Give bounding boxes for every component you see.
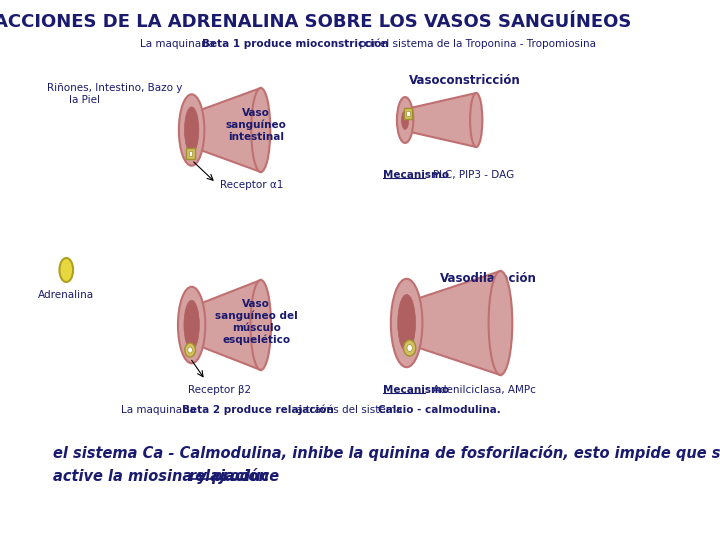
Text: Vasoconstricción: Vasoconstricción <box>409 73 521 86</box>
Bar <box>406 111 410 116</box>
Text: Adrenalina: Adrenalina <box>38 290 94 300</box>
Ellipse shape <box>251 88 270 172</box>
Ellipse shape <box>397 294 415 352</box>
Text: Beta 1 produce mioconstricción: Beta 1 produce mioconstricción <box>202 39 388 49</box>
Text: relajación: relajación <box>189 468 269 484</box>
Ellipse shape <box>178 287 205 363</box>
Polygon shape <box>192 280 261 370</box>
Polygon shape <box>192 88 261 172</box>
Text: a través del sistema: a través del sistema <box>292 405 405 415</box>
Ellipse shape <box>470 93 482 147</box>
Circle shape <box>185 343 195 357</box>
Ellipse shape <box>397 97 413 143</box>
Ellipse shape <box>402 111 409 130</box>
Text: por el sistema de la Troponina - Tropomiosina: por el sistema de la Troponina - Tropomi… <box>356 39 595 49</box>
Text: Vaso
sanguíneo del
músculo
esquelético: Vaso sanguíneo del músculo esquelético <box>215 299 297 345</box>
Text: Receptor α1: Receptor α1 <box>220 180 284 190</box>
Text: la Piel: la Piel <box>68 95 99 105</box>
Text: Calcio - calmodulina.: Calcio - calmodulina. <box>378 405 500 415</box>
Ellipse shape <box>251 280 271 370</box>
Text: : PLC, PIP3 - DAG: : PLC, PIP3 - DAG <box>426 170 515 180</box>
Text: Vaso
sanguíneo
intestinal: Vaso sanguíneo intestinal <box>226 108 287 142</box>
Ellipse shape <box>184 300 199 350</box>
Text: el sistema Ca - Calmodulina, inhibe la quinina de fosforilación, esto impide que: el sistema Ca - Calmodulina, inhibe la q… <box>53 445 720 461</box>
Ellipse shape <box>489 271 513 375</box>
Text: Vasodilatación: Vasodilatación <box>439 272 536 285</box>
Ellipse shape <box>184 107 199 153</box>
Circle shape <box>188 347 192 353</box>
Bar <box>189 151 192 156</box>
Text: Receptor β2: Receptor β2 <box>188 385 251 395</box>
Circle shape <box>407 345 413 352</box>
Ellipse shape <box>391 279 423 367</box>
Bar <box>186 148 194 159</box>
Text: : Adenilciclasa, AMPc: : Adenilciclasa, AMPc <box>426 385 536 395</box>
Circle shape <box>404 340 415 356</box>
Ellipse shape <box>179 94 204 166</box>
Text: La maquinaria: La maquinaria <box>140 39 218 49</box>
Text: active la miosina y produce: active la miosina y produce <box>53 469 284 483</box>
Text: La maquinaria: La maquinaria <box>121 405 199 415</box>
Text: Beta 2 produce relajación: Beta 2 produce relajación <box>181 405 333 415</box>
Bar <box>404 108 412 119</box>
Polygon shape <box>407 271 500 375</box>
Ellipse shape <box>60 258 73 282</box>
Polygon shape <box>405 93 476 147</box>
Text: Mecanismo: Mecanismo <box>383 170 449 180</box>
Text: Mecanismo: Mecanismo <box>383 385 449 395</box>
Text: ACCIONES DE LA ADRENALINA SOBRE LOS VASOS SANGUÍNEOS: ACCIONES DE LA ADRENALINA SOBRE LOS VASO… <box>0 13 632 31</box>
Text: Riñones, Intestino, Bazo y: Riñones, Intestino, Bazo y <box>48 83 183 93</box>
